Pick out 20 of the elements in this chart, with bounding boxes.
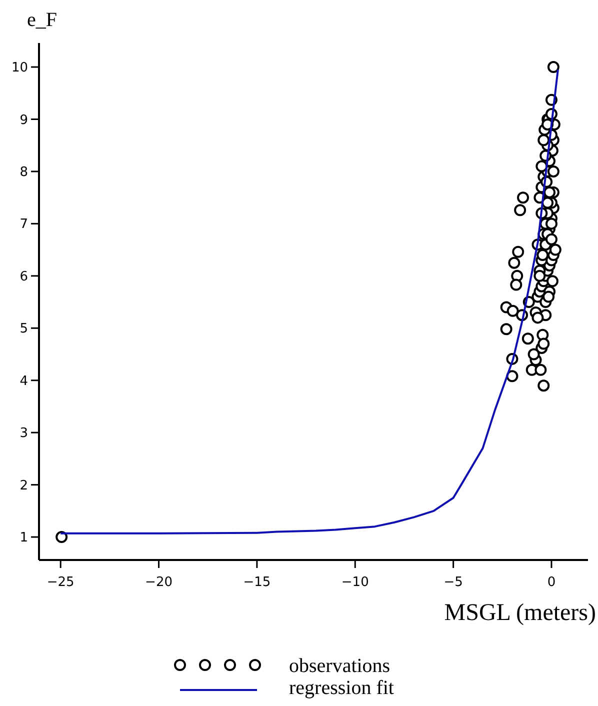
x-tick-label: −15 xyxy=(243,575,271,590)
x-tick-label: 0 xyxy=(547,575,556,590)
x-tick-label: −20 xyxy=(145,575,172,590)
x-axis-title: MSGL (meters) xyxy=(444,600,596,626)
x-tick-label: −10 xyxy=(341,575,369,590)
y-tick-label: 6 xyxy=(20,269,28,284)
y-tick-label: 5 xyxy=(20,322,28,337)
y-tick-label: 7 xyxy=(20,217,28,232)
y-tick-label: 1 xyxy=(20,530,28,546)
legend-label: observations xyxy=(289,655,390,677)
y-axis-title: e_F xyxy=(27,9,57,31)
y-tick-label: 2 xyxy=(20,478,28,494)
y-tick-label: 10 xyxy=(11,60,28,76)
x-tick-label: −5 xyxy=(444,575,463,590)
y-tick-label: 4 xyxy=(20,374,28,389)
y-tick-label: 9 xyxy=(20,112,28,128)
y-tick-label: 8 xyxy=(20,165,28,180)
legend-label: regression fit xyxy=(289,677,394,699)
y-tick-label: 3 xyxy=(20,426,28,442)
x-tick-label: −25 xyxy=(46,575,74,590)
